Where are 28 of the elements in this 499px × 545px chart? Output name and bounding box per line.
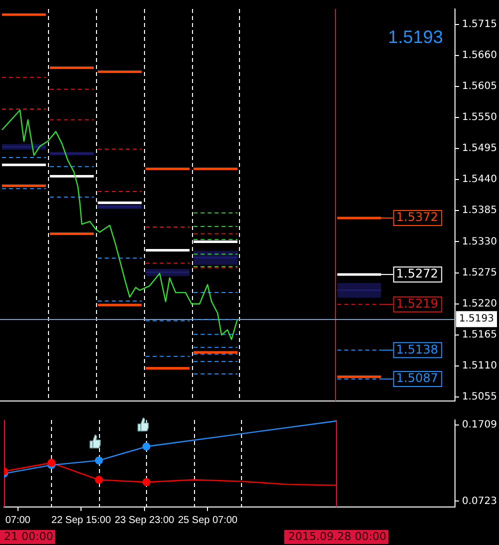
y-tick-label: 1.5330 [462, 236, 497, 248]
y-tick-label: 1.5385 [462, 205, 497, 216]
data-label: 1.5138 [396, 342, 438, 356]
data-label: 1.5087 [396, 371, 438, 386]
ref-line-label: 1.5193 [459, 314, 494, 325]
y-tick-label: 1.5165 [462, 330, 497, 341]
x-tick-label: 25 Sep 07:00 [178, 514, 238, 526]
y-tick-label: 1.5440 [462, 174, 497, 186]
y-tick-label: 1.5715 [462, 18, 497, 30]
y-tick-label: 1.5275 [462, 267, 497, 278]
y-tick-label: 1.5055 [462, 392, 497, 403]
data-label: 1.5272 [396, 266, 438, 281]
y-tick-label: 1.5110 [462, 360, 497, 372]
y-tick-label: 0.1709 [462, 420, 497, 431]
y-tick-label: 1.5220 [462, 298, 497, 310]
x-tick-label: 07:00 [5, 514, 31, 526]
data-label: 1.5372 [396, 210, 438, 224]
x-tick-label: 23 Sep 23:00 [114, 514, 175, 526]
y-tick-label: 1.5495 [462, 143, 497, 154]
annotation: 1.5193 [388, 26, 443, 47]
y-tick-label: 1.5605 [462, 80, 497, 92]
y-tick-label: 1.5660 [462, 50, 497, 61]
data-label: 1.5219 [396, 296, 438, 311]
ref-line-label: 2015.09.28 00:00 [288, 530, 386, 543]
ref-line-label: 21 00:00 [4, 530, 54, 543]
y-tick-label: 0.0723 [462, 496, 497, 507]
x-tick-label: 22 Sep 15:00 [51, 514, 112, 526]
y-tick-label: 1.5550 [462, 112, 497, 124]
